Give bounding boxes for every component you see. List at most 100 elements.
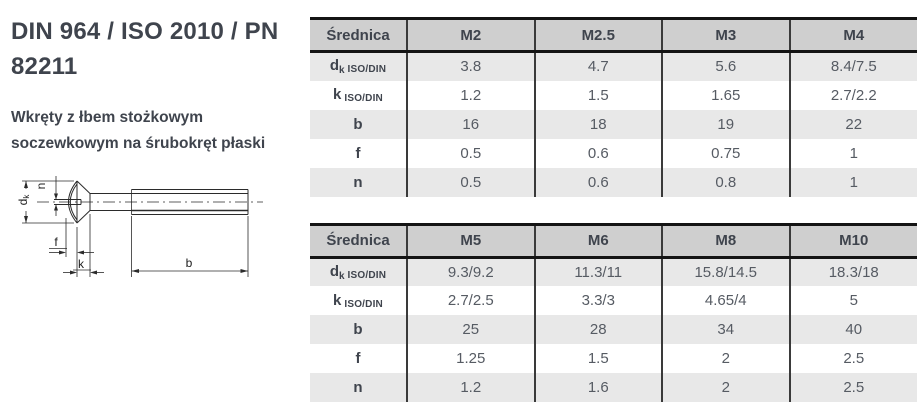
spec-value-cell: 2.5	[788, 344, 917, 373]
row-label-symbol: k	[333, 86, 342, 103]
cone-top-line	[76, 180, 91, 194]
spec-value-cell: 1.2	[406, 80, 535, 110]
page-subtitle-line-2: soczewkowym na śrubokręt płaski	[11, 135, 266, 152]
spec-value-cell: 2.7/2.5	[406, 286, 535, 315]
spec-value-cell: 0.6	[533, 138, 662, 168]
size-column-header: M2	[406, 18, 535, 53]
spec-value-cell: 0.5	[406, 167, 535, 197]
spec-row: f 0.5 0.6 0.75 1	[310, 138, 917, 168]
size-column-header: M8	[661, 224, 790, 259]
head-dome-inner-arc	[69, 183, 78, 221]
row-label: b	[310, 110, 407, 139]
spec-table-large-sizes: Średnica M5 M6 M8 M10 dk ISO/DIN 9.3/9.2 11.3/1…	[310, 222, 917, 402]
spec-value-cell: 3.3/3	[533, 286, 662, 315]
dim-label-f: f	[54, 235, 58, 249]
row-label-symbol: d	[329, 262, 339, 280]
diameter-column-header: Średnica	[310, 18, 407, 53]
spec-row: dk ISO/DIN 9.3/9.2 11.3/11 15.8/14.5 18.3/18	[310, 257, 917, 286]
spec-value-cell: 2	[661, 344, 790, 373]
spec-value-cell: 1	[788, 167, 917, 197]
spec-row: f 1.25 1.5 2 2.5	[310, 344, 917, 373]
row-label-symbol: b	[353, 321, 363, 338]
spec-row: n 0.5 0.6 0.8 1	[310, 167, 917, 197]
row-label-symbol: n	[353, 379, 363, 396]
spec-value-cell: 16	[406, 109, 535, 139]
spec-value-cell: 18.3/18	[788, 257, 917, 286]
spec-value-cell: 1.65	[661, 80, 790, 110]
spec-value-cell: 3.8	[406, 51, 535, 81]
table-header-row: Średnica M2 M2.5 M3 M4	[310, 18, 917, 53]
spec-value-cell: 4.65/4	[661, 286, 790, 315]
spec-value-cell: 1	[788, 138, 917, 168]
spec-value-cell: 15.8/14.5	[661, 257, 790, 286]
dim-label-k: k	[78, 257, 85, 271]
size-column-header: M4	[788, 18, 917, 53]
cone-bottom-line	[76, 210, 91, 224]
spec-value-cell: 11.3/11	[533, 257, 662, 286]
spec-value-cell: 19	[661, 109, 790, 139]
left-panel: DIN 964 / ISO 2010 / PN 82211 Wkręty z ł…	[11, 0, 311, 417]
spec-value-cell: 1.5	[533, 344, 662, 373]
spec-row: b 16 18 19 22	[310, 109, 917, 139]
size-column-header: M2.5	[533, 18, 662, 53]
row-label: dk ISO/DIN	[310, 52, 407, 81]
spec-value-cell: 2.7/2.2	[788, 80, 917, 110]
page-title: DIN 964 / ISO 2010 / PN 82211	[11, 14, 311, 84]
spec-row: b 25 28 34 40	[310, 315, 917, 344]
row-label-subscript: k	[338, 270, 345, 282]
spec-row: n 1.2 1.6 2 2.5	[310, 373, 917, 402]
size-column-header: M3	[661, 18, 790, 53]
row-label-standard: ISO/DIN	[347, 269, 387, 281]
spec-value-cell: 1.2	[406, 373, 535, 402]
spec-value-cell: 22	[788, 109, 917, 139]
row-label: dk ISO/DIN	[310, 257, 407, 286]
dim-label-dk: dk	[16, 194, 31, 206]
spec-value-cell: 1.25	[406, 344, 535, 373]
row-label-standard: ISO/DIN	[344, 298, 383, 310]
screw-technical-drawing: dk n f k b	[11, 158, 281, 298]
diameter-column-header: Średnica	[310, 224, 407, 259]
spec-value-cell: 2	[661, 373, 790, 402]
spec-row: k ISO/DIN 1.2 1.5 1.65 2.7/2.2	[310, 80, 917, 110]
table-header-row: Średnica M5 M6 M8 M10	[310, 224, 917, 259]
spec-value-cell: 28	[533, 315, 662, 344]
row-label: n	[310, 373, 407, 402]
row-label: f	[310, 344, 407, 373]
row-label-symbol: n	[353, 173, 363, 191]
dim-label-b: b	[186, 256, 193, 270]
row-label-symbol: d	[329, 57, 339, 75]
page-subtitle-line-1: Wkręty z łbem stożkowym	[11, 109, 204, 126]
page-title-line-1: DIN 964 / ISO 2010 / PN	[11, 18, 279, 45]
spec-value-cell: 2.5	[788, 373, 917, 402]
spec-value-cell: 18	[533, 109, 662, 139]
spec-value-cell: 1.5	[533, 80, 662, 110]
spec-value-cell: 25	[406, 315, 535, 344]
size-column-header: M5	[406, 224, 535, 259]
spec-value-cell: 8.4/7.5	[788, 51, 917, 81]
row-label-symbol: b	[353, 115, 363, 133]
row-label: b	[310, 315, 407, 344]
row-label-standard: ISO/DIN	[347, 64, 387, 76]
spec-value-cell: 5.6	[661, 51, 790, 81]
spec-value-cell: 9.3/9.2	[406, 257, 535, 286]
row-label: f	[310, 139, 407, 168]
spec-value-cell: 4.7	[533, 51, 662, 81]
row-label: k ISO/DIN	[310, 81, 407, 110]
head-dome-outer-arc	[68, 180, 78, 224]
screw-drawing-svg: dk n f k b	[16, 176, 263, 277]
spec-value-cell: 0.6	[533, 167, 662, 197]
page-title-line-2: 82211	[11, 53, 78, 80]
spec-value-cell: 0.75	[661, 138, 790, 168]
spec-tables: Średnica M2 M2.5 M3 M4 dk ISO/DIN 3.8 4.7 5.6 8.4…	[310, 17, 917, 402]
spec-row: k ISO/DIN 2.7/2.5 3.3/3 4.65/4 5	[310, 286, 917, 315]
dim-label-n: n	[34, 183, 48, 190]
row-label: n	[310, 168, 407, 197]
spec-value-cell: 34	[661, 315, 790, 344]
row-label: k ISO/DIN	[310, 286, 407, 315]
spec-value-cell: 0.8	[661, 167, 790, 197]
size-column-header: M6	[533, 224, 662, 259]
row-label-symbol: f	[355, 144, 361, 162]
spec-table-small-sizes: Średnica M2 M2.5 M3 M4 dk ISO/DIN 3.8 4.7 5.6 8.4…	[310, 17, 917, 197]
row-label-standard: ISO/DIN	[344, 93, 383, 104]
